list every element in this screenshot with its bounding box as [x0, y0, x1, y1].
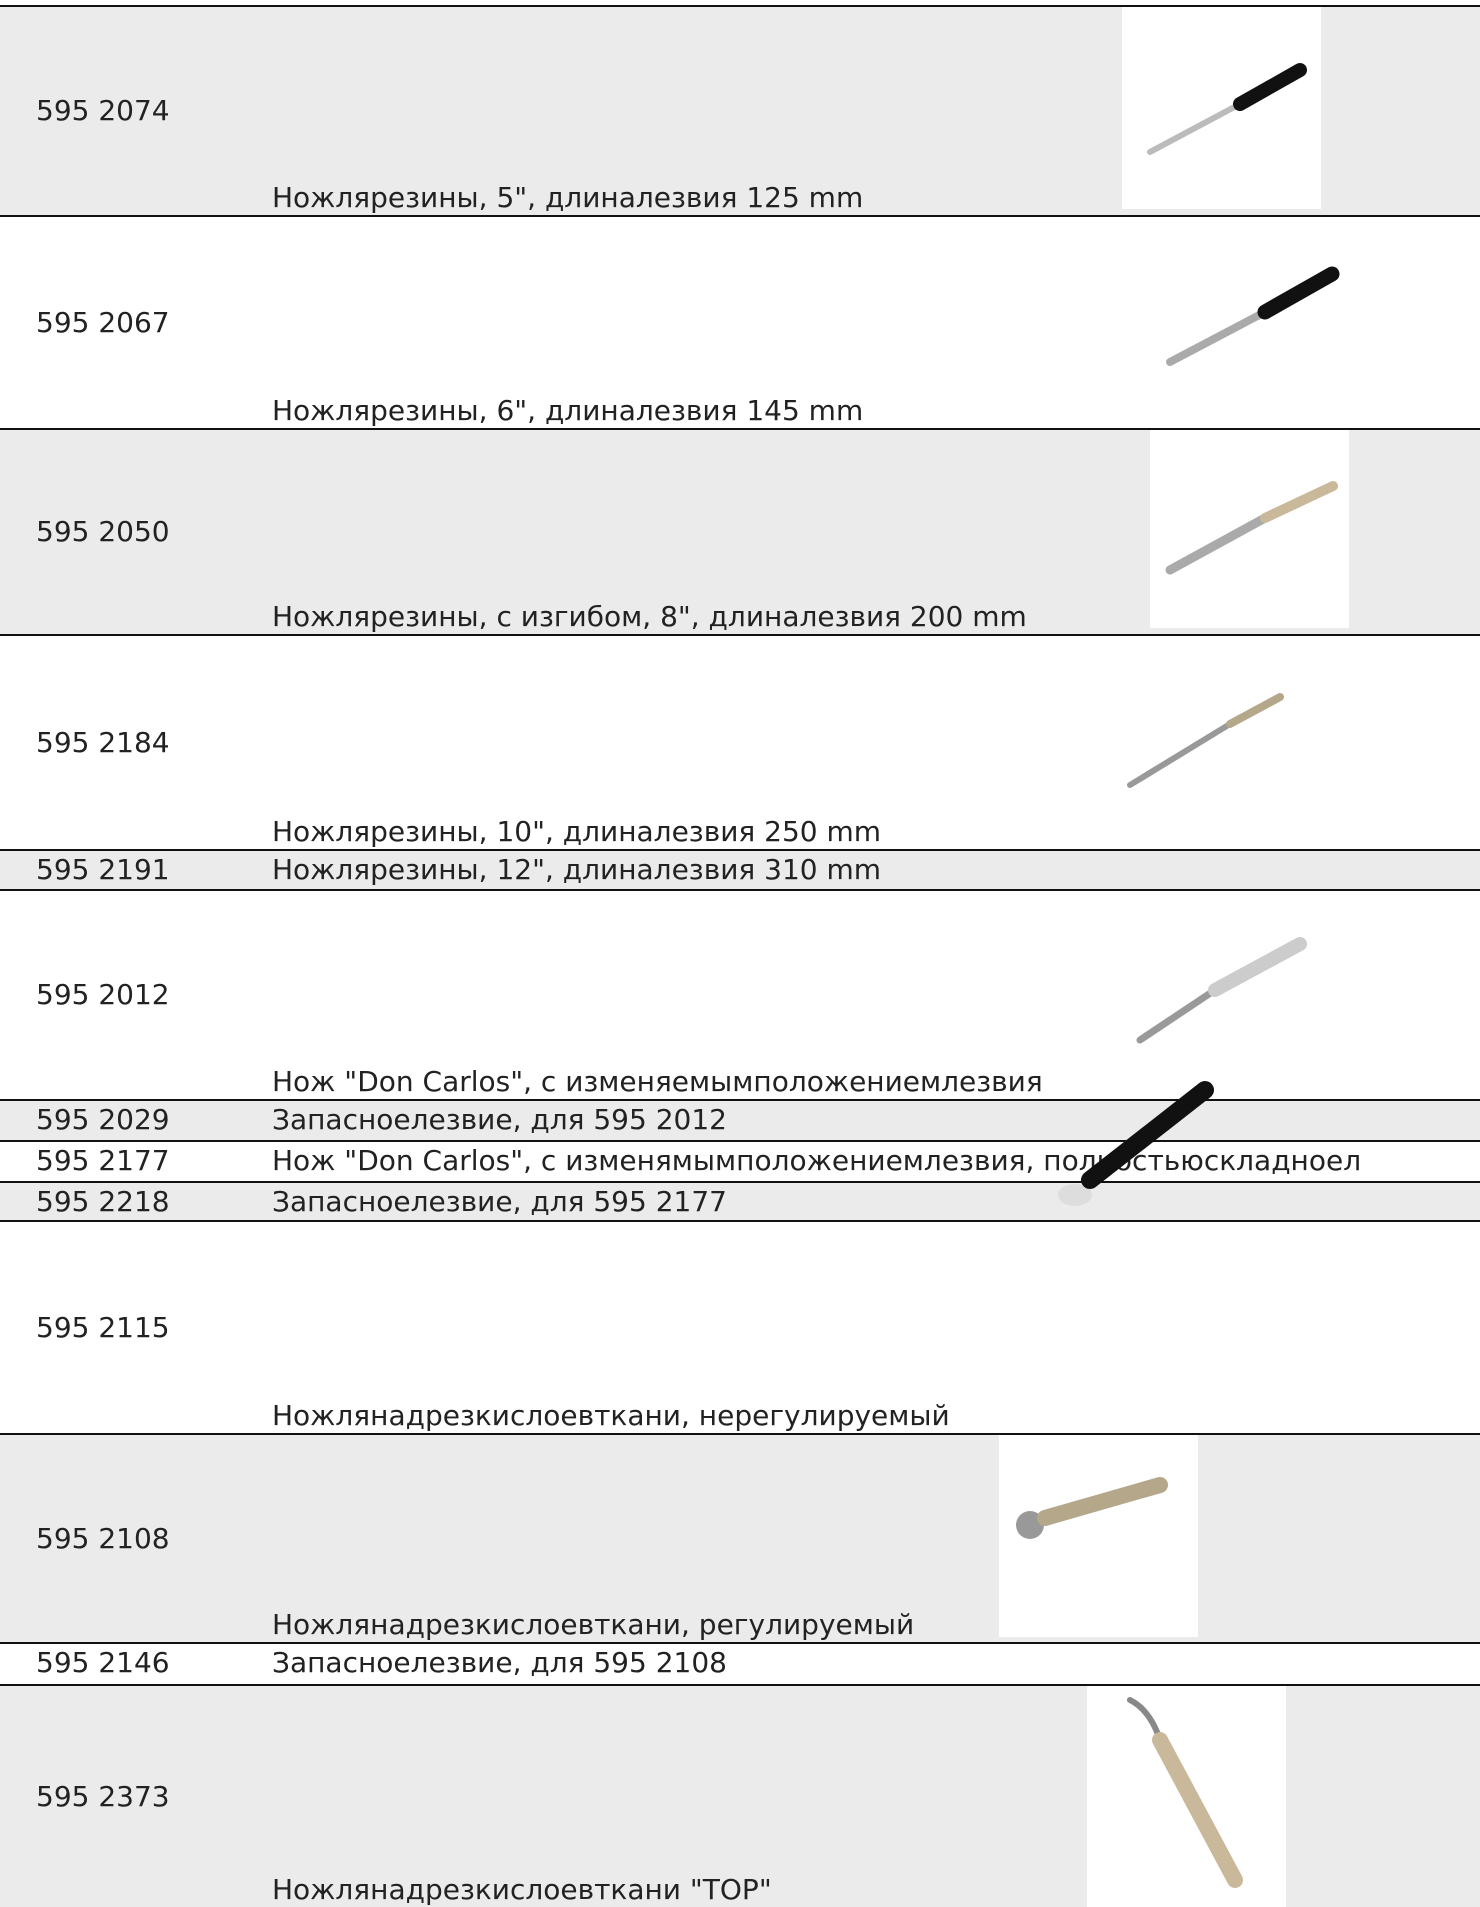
product-row: 595 2146 Запасноелезвие, для 595 2108 [0, 1644, 1480, 1686]
product-code: 595 2067 [36, 305, 170, 339]
product-description: Ножлярезины, с изгибом, 8", длиналезвия … [272, 600, 1027, 633]
product-code: 595 2218 [36, 1185, 170, 1218]
product-code: 595 2074 [36, 94, 170, 127]
product-row: 595 2218 Запасноелезвие, для 595 2177 [0, 1183, 1480, 1222]
product-row: 595 2050 Ножлярезины, с изгибом, 8", длин… [0, 430, 1480, 636]
product-row: 595 2108 Ножлянадрезкислоевткани, регулир… [0, 1435, 1480, 1644]
product-row: 595 2373 Ножлянадрезкислоевткани "TOP" [0, 1686, 1480, 1907]
product-description: Ножлярезины, 5", длиналезвия 125 mm [272, 181, 864, 214]
product-code: 595 2191 [36, 853, 170, 886]
product-code: 595 2373 [36, 1779, 170, 1813]
product-row: 595 2074 Ножлярезины, 5", длиналезвия 125… [0, 7, 1480, 217]
product-description: Нож "Don Carlos", с изменямымположениемл… [272, 1144, 1362, 1177]
product-code: 595 2050 [36, 515, 170, 548]
product-description: Нож "Don Carlos", с изменяемымположением… [272, 1065, 1043, 1098]
product-row: 595 2191 Ножлярезины, 12", длиналезвия 31… [0, 851, 1480, 891]
product-code: 595 2184 [36, 725, 170, 759]
product-description: Ножлярезины, 12", длиналезвия 310 mm [272, 853, 882, 886]
product-row: 595 2177 Нож "Don Carlos", с изменямымпол… [0, 1142, 1480, 1183]
product-description: Ножлянадрезкислоевткани, нерегулируемый [272, 1399, 950, 1432]
product-code: 595 2146 [36, 1646, 170, 1679]
product-code: 595 2029 [36, 1103, 170, 1136]
product-description: Ножлянадрезкислоевткани, регулируемый [272, 1608, 915, 1641]
product-row: 595 2029 Запасноелезвие, для 595 2012 [0, 1101, 1480, 1142]
product-description: Запасноелезвие, для 595 2012 [272, 1103, 727, 1136]
product-description: Ножлярезины, 6", длиналезвия 145 mm [272, 394, 864, 427]
product-row: 595 2012 Нож "Don Carlos", с изменяемымпо… [0, 891, 1480, 1101]
product-code: 595 2012 [36, 978, 170, 1011]
product-code: 595 2108 [36, 1521, 170, 1555]
product-description: Ножлянадрезкислоевткани "TOP" [272, 1873, 772, 1906]
product-row: 595 2115 Ножлянадрезкислоевткани, нерегул… [0, 1222, 1480, 1435]
top-rule [0, 5, 1480, 7]
product-description: Запасноелезвие, для 595 2108 [272, 1646, 727, 1679]
product-code: 595 2115 [36, 1310, 170, 1344]
product-row: 595 2067 Ножлярезины, 6", длиналезвия 145… [0, 217, 1480, 430]
product-description: Запасноелезвие, для 595 2177 [272, 1185, 727, 1218]
product-code: 595 2177 [36, 1144, 170, 1177]
product-description: Ножлярезины, 10", длиналезвия 250 mm [272, 815, 882, 848]
product-row: 595 2184 Ножлярезины, 10", длиналезвия 25… [0, 636, 1480, 851]
